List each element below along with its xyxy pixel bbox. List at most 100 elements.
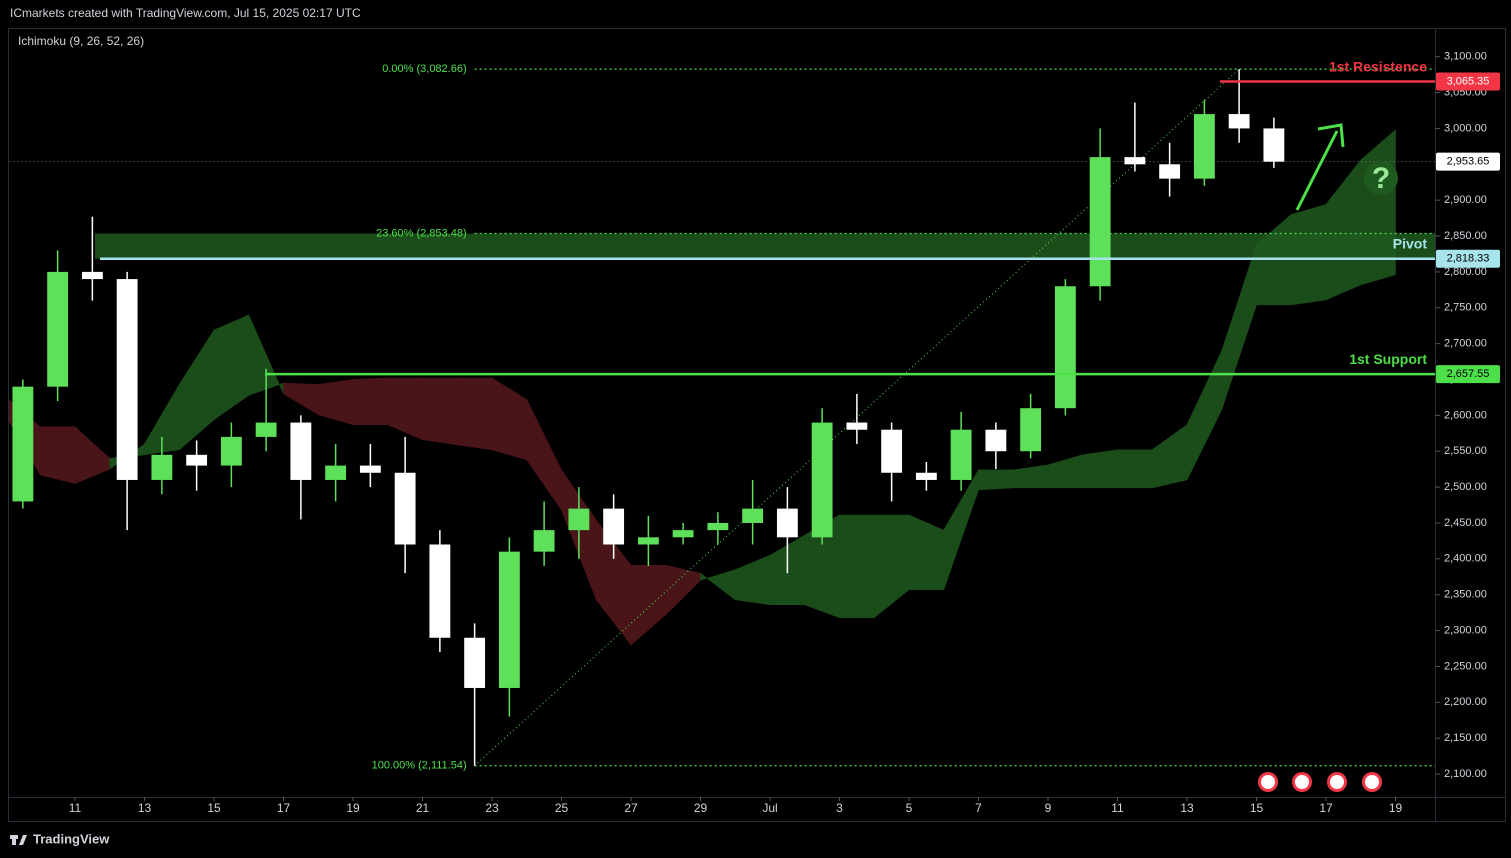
x-tick-label: 19 [346,801,360,815]
main-layer: 0.00% (3,082.66) 23.60% (2,853.48) 100.00%… [9,58,1435,772]
current-price-label: 2,953.65 [1447,156,1490,168]
y-tick-label: 2,250.00 [1444,660,1487,672]
cloud-segment [456,377,493,451]
candle-body [1089,157,1111,287]
y-tick-label: 2,350.00 [1444,589,1487,601]
cloud-segment [1117,449,1153,489]
level-name: 1st Support [1349,351,1427,367]
current-price-tag [1436,152,1500,171]
cloud-segment [978,469,1014,491]
x-tick-label: 15 [207,801,221,815]
candle-body [811,422,833,538]
level-tag [1436,249,1500,268]
candle-body [1263,128,1285,162]
candle-body [1124,157,1146,165]
candle-body [1193,114,1215,179]
candle-body [116,279,138,480]
x-tick-label: 19 [1389,801,1403,815]
tv-logo [10,835,27,845]
fib-label: 0.00% (3,082.66) [382,63,466,75]
candle-body [985,429,1007,452]
cloud-segment [352,377,389,425]
y-tick-label: 2,150.00 [1444,732,1487,744]
candle-body [776,508,798,538]
y-tick-label: 2,400.00 [1444,553,1487,565]
candle-body [220,436,242,466]
candle-body [81,271,103,280]
indicator-label: Ichimoku (9, 26, 52, 26) [18,34,144,48]
candle-body [47,271,69,387]
candle-body [742,508,764,523]
level-tag-label: 2,657.55 [1447,368,1490,380]
x-tick-label: 5 [906,801,913,815]
y-tick-label: 2,600.00 [1444,409,1487,421]
x-tick-label: 11 [69,801,82,815]
x-tick-label: 27 [624,801,638,815]
candle-body [637,537,659,545]
candle-body [498,551,520,688]
candle-body [533,530,555,552]
fib-trend [474,68,1240,767]
candle-body [151,454,173,480]
x-tick-label: 13 [1180,801,1194,815]
annotation: ? [1372,162,1390,195]
event-icons [1258,772,1382,792]
x-tick-label: Jul [762,801,777,815]
candle-body [1228,114,1250,129]
candle-body [12,386,34,502]
pivot-zone [95,233,1435,259]
y-tick-label: 3,000.00 [1444,122,1487,134]
candle-body [846,422,868,430]
x-tick-label: 17 [1319,801,1333,815]
candle-body [464,637,486,688]
frame [8,28,1506,822]
cloud-segment [422,377,458,446]
level-tag [1436,72,1500,91]
candle-body [881,429,903,473]
candle-body [672,530,694,538]
fib-label: 100.00% (2,111.54) [372,760,467,772]
x-tick-label: 23 [485,801,499,815]
candle-body [325,465,347,480]
y-tick-label: 2,450.00 [1444,517,1487,529]
level-tag-label: 3,065.35 [1447,75,1490,87]
x-tick-label: 15 [1250,801,1264,815]
y-tick-label: 2,550.00 [1444,445,1487,457]
fib-label: 23.60% (2,853.48) [376,227,467,239]
x-tick-label: 25 [555,801,569,815]
candle-body [950,429,972,480]
candle-body [290,422,312,480]
level-tag [1436,365,1500,384]
candle-body [186,454,208,466]
y-tick-label: 2,900.00 [1444,194,1487,206]
header: ICmarkets created with TradingView.com, … [10,6,361,20]
cloud-segment [839,514,875,618]
candle-body [603,508,625,545]
y-tick-label: 2,200.00 [1444,696,1487,708]
candle-body [568,508,590,531]
level-tag-label: 2,818.33 [1447,253,1490,265]
y-tick-label: 2,850.00 [1444,230,1487,242]
candle-body [394,472,416,545]
cloud-segment [39,426,76,484]
candle-body [1054,286,1076,409]
y-tick-label: 3,100.00 [1444,51,1487,63]
x-tick-label: 3 [836,801,843,815]
axis-layer: 2,100.00 2,150.00 2,200.00 2,250.00 2,300.00… [69,51,1500,815]
y-tick-label: 2,750.00 [1444,302,1487,314]
candle-body [255,422,277,437]
candle-body [915,472,937,480]
y-tick-label: 2,500.00 [1444,481,1487,493]
forecast-arrow [1295,123,1345,211]
level-name: 1st Resistence [1329,58,1427,74]
y-tick-label: 2,100.00 [1444,768,1487,780]
x-tick-label: 11 [1111,801,1124,815]
brand: TradingView [33,831,110,846]
candle-body [429,544,451,638]
y-tick-label: 2,700.00 [1444,338,1487,350]
candle-body [359,465,381,473]
x-tick-label: 21 [416,801,430,815]
